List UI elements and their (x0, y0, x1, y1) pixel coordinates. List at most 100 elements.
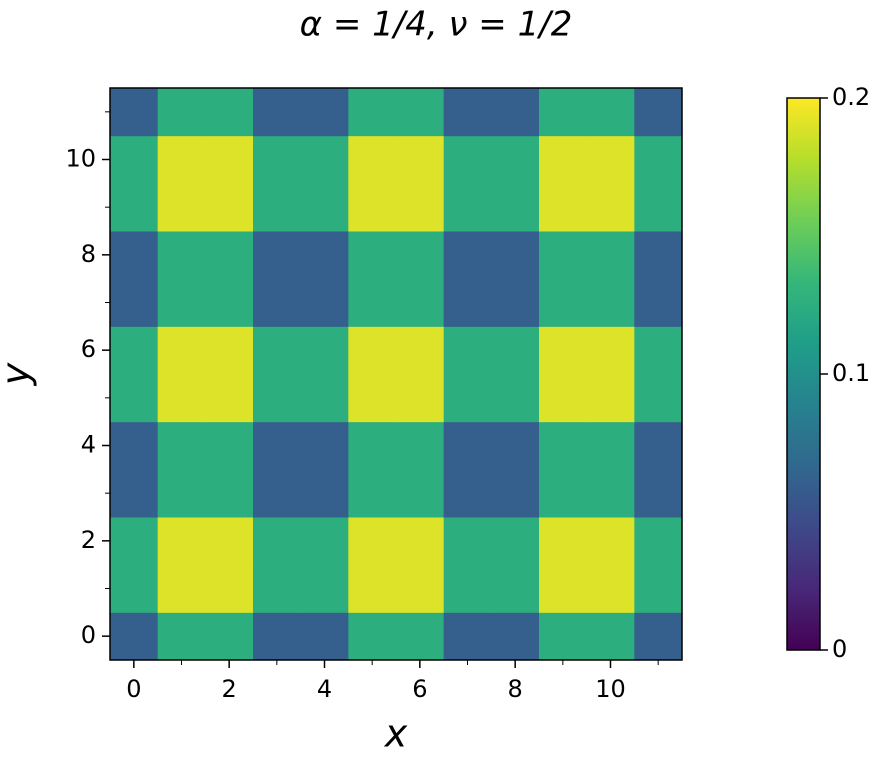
heatmap-cell (300, 88, 349, 137)
heatmap-cell (396, 135, 445, 184)
heatmap-cell (157, 517, 206, 566)
heatmap-cell (300, 231, 349, 280)
heatmap-cell (205, 231, 254, 280)
y-tick-label: 0 (81, 621, 96, 649)
heatmap-cell (634, 88, 683, 137)
heatmap-cell (253, 135, 302, 184)
heatmap-cell (253, 564, 302, 613)
heatmap-cell (396, 183, 445, 232)
heatmap-cell (443, 421, 492, 470)
heatmap-cell (586, 278, 635, 327)
heatmap-cell (300, 421, 349, 470)
y-tick-label: 4 (81, 431, 96, 459)
heatmap-cell (634, 231, 683, 280)
heatmap-cell (348, 612, 397, 661)
heatmap-cell (300, 278, 349, 327)
heatmap-cell (539, 421, 588, 470)
colorbar-tick-label: 0.1 (832, 359, 870, 387)
heatmap-cell (300, 564, 349, 613)
heatmap-cell (157, 88, 206, 137)
heatmap-cell (110, 517, 159, 566)
heatmap-cell (300, 135, 349, 184)
heatmap-cell (348, 421, 397, 470)
x-tick-label: 10 (595, 675, 626, 703)
heatmap-cell (443, 183, 492, 232)
heatmap-cell (586, 135, 635, 184)
heatmap-cell (491, 421, 540, 470)
heatmap-cell (539, 517, 588, 566)
heatmap-cell (443, 88, 492, 137)
heatmap-cell (253, 469, 302, 518)
heatmap-cell (348, 517, 397, 566)
heatmap-cell (539, 231, 588, 280)
heatmap-cell (205, 564, 254, 613)
heatmap-cell (443, 135, 492, 184)
heatmap-cell (539, 374, 588, 423)
heatmap-cell (396, 612, 445, 661)
heatmap-cell (396, 88, 445, 137)
heatmap-cell (491, 517, 540, 566)
heatmap-cell (205, 374, 254, 423)
heatmap-cell (491, 88, 540, 137)
heatmap-cell (586, 469, 635, 518)
heatmap-cell (157, 183, 206, 232)
heatmap-cell (443, 278, 492, 327)
heatmap-cell (634, 469, 683, 518)
heatmap-cell (396, 421, 445, 470)
heatmap-cell (586, 517, 635, 566)
heatmap-cell (586, 421, 635, 470)
heatmap-cell (253, 374, 302, 423)
heatmap-cell (586, 326, 635, 375)
heatmap-cell (253, 231, 302, 280)
heatmap-cell (300, 469, 349, 518)
heatmap-cell (634, 612, 683, 661)
heatmap-cell (443, 564, 492, 613)
heatmap-cell (539, 612, 588, 661)
colorbar-tick-label: 0.2 (832, 83, 870, 111)
heatmap-cell (443, 326, 492, 375)
heatmap-cell (253, 88, 302, 137)
heatmap-cell (253, 612, 302, 661)
heatmap-cell (396, 564, 445, 613)
heatmap-cell (110, 183, 159, 232)
heatmap-cell (491, 564, 540, 613)
heatmap-cell (300, 612, 349, 661)
heatmap-cell (539, 135, 588, 184)
heatmap-cell (396, 517, 445, 566)
heatmap-cell (539, 278, 588, 327)
heatmap-cell (348, 374, 397, 423)
heatmap-cell (491, 183, 540, 232)
heatmap-cell (157, 374, 206, 423)
heatmap-cell (205, 517, 254, 566)
heatmap-cell (586, 183, 635, 232)
heatmap-cell (539, 564, 588, 613)
heatmap-cell (300, 183, 349, 232)
heatmap-cell (110, 564, 159, 613)
heatmap-cell (205, 183, 254, 232)
heatmap-cell (634, 135, 683, 184)
heatmap-cell (348, 326, 397, 375)
heatmap-cell (348, 278, 397, 327)
x-tick-label: 4 (317, 675, 332, 703)
plot-frame (109, 87, 683, 661)
heatmap-cell (205, 421, 254, 470)
heatmap-cell (253, 278, 302, 327)
heatmap-cell (205, 612, 254, 661)
heatmap-cell (157, 231, 206, 280)
heatmap-cell (110, 278, 159, 327)
heatmap-cell (634, 183, 683, 232)
heatmap-cell (157, 469, 206, 518)
heatmap-cell (110, 135, 159, 184)
heatmap-cell (539, 326, 588, 375)
heatmap-cell (110, 88, 159, 137)
heatmap-cell (110, 374, 159, 423)
heatmap-cell (157, 326, 206, 375)
heatmap-cell (157, 612, 206, 661)
heatmap-cell (443, 612, 492, 661)
heatmap-cell (157, 278, 206, 327)
heatmap-cell (443, 469, 492, 518)
heatmap-cell (253, 421, 302, 470)
x-tick-label: 2 (222, 675, 237, 703)
heatmap-cell (205, 469, 254, 518)
